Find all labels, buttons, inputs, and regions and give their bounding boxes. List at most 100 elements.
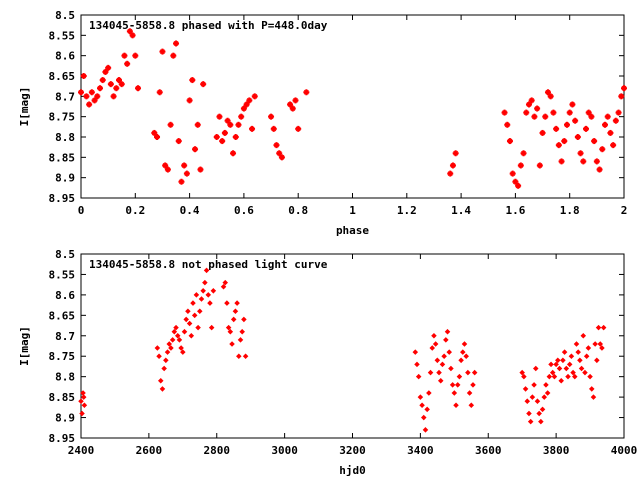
data-point xyxy=(515,182,522,189)
data-point xyxy=(422,427,429,433)
data-point xyxy=(531,113,538,120)
data-point xyxy=(542,113,549,120)
data-point xyxy=(190,300,196,306)
data-point xyxy=(268,113,275,120)
data-point xyxy=(78,89,84,96)
data-point xyxy=(599,146,606,153)
data-point xyxy=(577,357,583,364)
data-point xyxy=(447,170,454,177)
data-point xyxy=(195,324,201,331)
data-point xyxy=(549,369,556,376)
data-point xyxy=(424,406,430,413)
data-point xyxy=(151,129,158,136)
data-point xyxy=(83,93,90,100)
data-point xyxy=(560,357,566,364)
x-tick-label: 3600 xyxy=(475,444,502,457)
data-point xyxy=(157,377,164,384)
data-point xyxy=(443,337,449,343)
data-point xyxy=(538,418,544,425)
data-point xyxy=(412,349,419,355)
data-point xyxy=(213,134,220,140)
data-point xyxy=(468,402,475,409)
x-tick-label: 2800 xyxy=(204,444,231,457)
data-point xyxy=(558,158,565,165)
x-tick-label: 2600 xyxy=(136,444,163,457)
x-tick-label: 3400 xyxy=(407,444,434,457)
data-point xyxy=(556,365,563,372)
y-tick-label: 8.75 xyxy=(49,111,76,124)
data-point xyxy=(414,361,420,368)
y-tick-label: 8.7 xyxy=(55,330,75,343)
data-point xyxy=(470,382,476,388)
data-point xyxy=(577,150,584,157)
data-point xyxy=(227,328,234,335)
y-tick-label: 8.6 xyxy=(55,50,75,63)
unphased-light-curve-panel: 2400 2600 2800 3000 3200 3400 3600 3800 4000 8.5 8… xyxy=(18,248,637,477)
data-point xyxy=(529,394,536,400)
data-point xyxy=(555,357,561,364)
data-point xyxy=(512,178,519,185)
data-point xyxy=(107,81,114,88)
data-point xyxy=(124,60,131,67)
data-point xyxy=(80,394,87,400)
data-point xyxy=(239,328,245,335)
data-point xyxy=(210,288,217,294)
data-point xyxy=(224,300,230,306)
data-point xyxy=(178,178,185,185)
data-point xyxy=(225,324,232,331)
data-point xyxy=(173,324,179,331)
data-point xyxy=(561,349,568,355)
data-point xyxy=(601,121,608,128)
data-point xyxy=(553,361,559,368)
data-point xyxy=(91,97,98,104)
data-point xyxy=(105,64,112,71)
data-point xyxy=(555,142,562,149)
y-tick-label: 8.75 xyxy=(49,350,76,363)
data-point xyxy=(522,386,529,392)
data-point xyxy=(465,369,471,376)
data-point xyxy=(563,365,570,372)
data-point xyxy=(566,109,573,116)
data-point xyxy=(242,353,249,359)
chart-title: 134045-5858.8 not phased light curve xyxy=(89,258,328,271)
data-point xyxy=(592,341,598,347)
y-tick-label: 8.65 xyxy=(49,70,76,83)
data-point xyxy=(183,170,190,177)
y-tick-label: 8.9 xyxy=(55,172,75,185)
x-tick-label: 0.4 xyxy=(180,204,200,217)
data-point xyxy=(249,125,256,132)
data-point xyxy=(243,101,250,108)
data-point xyxy=(596,166,603,173)
data-point xyxy=(532,365,539,372)
y-axis-label: I[mag] xyxy=(18,326,31,366)
data-point xyxy=(526,410,532,417)
data-point xyxy=(539,406,546,413)
data-point xyxy=(426,390,432,396)
data-point xyxy=(463,353,469,359)
data-point xyxy=(207,300,213,306)
x-tick-label: 3000 xyxy=(271,444,298,457)
x-tick-label: 1.4 xyxy=(451,204,471,217)
data-point xyxy=(292,97,299,104)
data-point xyxy=(164,349,171,355)
data-point xyxy=(520,150,527,157)
data-point xyxy=(232,308,239,315)
y-tick-label: 8.95 xyxy=(49,432,76,445)
data-point xyxy=(193,292,200,298)
y-tick-label: 8.85 xyxy=(49,391,76,404)
data-point xyxy=(220,283,227,290)
data-point xyxy=(569,101,576,108)
data-point xyxy=(453,402,459,409)
data-point xyxy=(132,52,139,59)
data-point xyxy=(594,357,600,364)
data-point xyxy=(528,97,535,104)
y-tick-label: 8.9 xyxy=(55,412,75,425)
data-point xyxy=(590,394,597,400)
data-point xyxy=(176,337,183,343)
data-point xyxy=(621,85,627,92)
data-point xyxy=(599,345,605,351)
x-tick-label: 3800 xyxy=(543,444,570,457)
data-point xyxy=(587,373,593,380)
data-point xyxy=(102,68,109,75)
